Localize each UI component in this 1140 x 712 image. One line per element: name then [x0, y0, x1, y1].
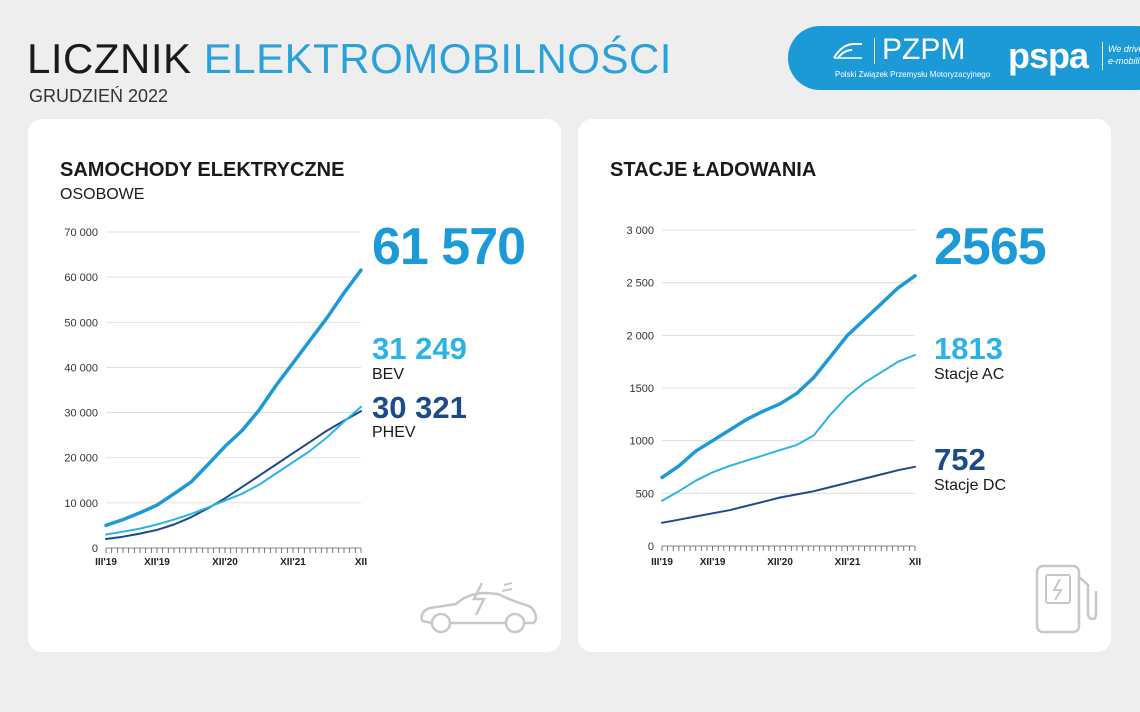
y-tick-label: 1000 [630, 436, 654, 448]
y-tick-label: 10 000 [64, 498, 98, 510]
y-tick-label: 50 000 [64, 317, 98, 329]
y-tick-label: 30 000 [64, 408, 98, 420]
pzpm-logo-text: PZPM [882, 33, 966, 66]
pzpm-logo-icon [833, 43, 862, 59]
series-line-2 [105, 410, 362, 540]
stations-card: STACJE ŁADOWANIA 0 500 1000 1500 2 000 2 500 3… [578, 119, 1111, 652]
x-tick-label: XII [355, 557, 367, 568]
stations-title: STACJE ŁADOWANIA [610, 159, 817, 181]
title-part-2: ELEKTROMOBILNOŚCI [203, 35, 672, 82]
series-line-0 [660, 274, 917, 480]
series-line-1 [105, 405, 362, 536]
ac-label: Stacje AC [934, 366, 1005, 383]
phev-label: PHEV [372, 424, 416, 441]
y-tick-label: 1500 [630, 383, 654, 395]
x-tick-label: XII'19 [144, 557, 170, 568]
y-tick-label: 0 [648, 541, 654, 553]
pspa-tagline: We drive e-mobility [1108, 43, 1140, 67]
pspa-tagline-1: We drive [1108, 44, 1140, 54]
y-tick-label: 0 [92, 543, 98, 555]
y-tick-label: 3 000 [626, 225, 654, 237]
cars-title: SAMOCHODY ELEKTRYCZNE [60, 159, 345, 181]
page-title: LICZNIK ELEKTROMOBILNOŚCI [27, 34, 672, 84]
title-part-1: LICZNIK [27, 35, 192, 82]
pspa-separator [1102, 42, 1103, 70]
series-line-2 [661, 465, 916, 524]
x-tick-label: XII'19 [700, 557, 726, 568]
charging-station-icon [1035, 564, 1098, 634]
cars-total: 61 570 [372, 218, 526, 276]
y-tick-label: 500 [636, 488, 654, 500]
x-tick-label: III'19 [651, 557, 673, 568]
y-tick-label: 20 000 [64, 453, 98, 465]
pspa-logo-text: pspa [1008, 35, 1089, 76]
cars-subtitle: OSOBOWE [60, 186, 145, 203]
y-tick-label: 40 000 [64, 362, 98, 374]
y-tick-label: 2 000 [626, 330, 654, 342]
dc-label: Stacje DC [934, 477, 1007, 494]
x-tick-label: XII'21 [280, 557, 306, 568]
y-tick-label: 60 000 [64, 272, 98, 284]
series-line-1 [661, 354, 916, 502]
y-tick-label: 70 000 [64, 227, 98, 239]
y-tick-label: 2 500 [626, 278, 654, 290]
x-tick-label: XII'20 [767, 557, 793, 568]
logo-bar: PZPM Polski Związek Przemysłu Motoryzacy… [788, 26, 1140, 90]
cars-chart: 0 10 000 20 000 30 000 40 000 50 000 60 000 70 … [64, 227, 367, 568]
pzpm-full-name: Polski Związek Przemysłu Motoryzacyjnego [835, 70, 991, 79]
series-line-0 [104, 268, 363, 528]
stations-total: 2565 [934, 218, 1047, 276]
dc-value: 752 [934, 442, 986, 477]
pspa-tagline-2: e-mobility [1108, 56, 1140, 66]
x-tick-label: XII'21 [835, 557, 861, 568]
x-tick-label: XII'20 [212, 557, 238, 568]
stations-chart: 0 500 1000 1500 2 000 2 500 3 000 III'19 XII'19 X… [626, 225, 921, 568]
bev-value: 31 249 [372, 331, 467, 366]
bev-label: BEV [372, 366, 405, 383]
x-tick-label: III'19 [95, 557, 117, 568]
cars-card: SAMOCHODY ELEKTRYCZNE OSOBOWE 0 10 000 20 … [28, 119, 561, 652]
page-subtitle: GRUDZIEŃ 2022 [29, 86, 169, 106]
ac-value: 1813 [934, 331, 1003, 366]
x-tick-label: XII [909, 557, 921, 568]
electric-car-icon [420, 582, 538, 634]
phev-value: 30 321 [372, 390, 467, 425]
pzpm-separator [874, 38, 875, 64]
